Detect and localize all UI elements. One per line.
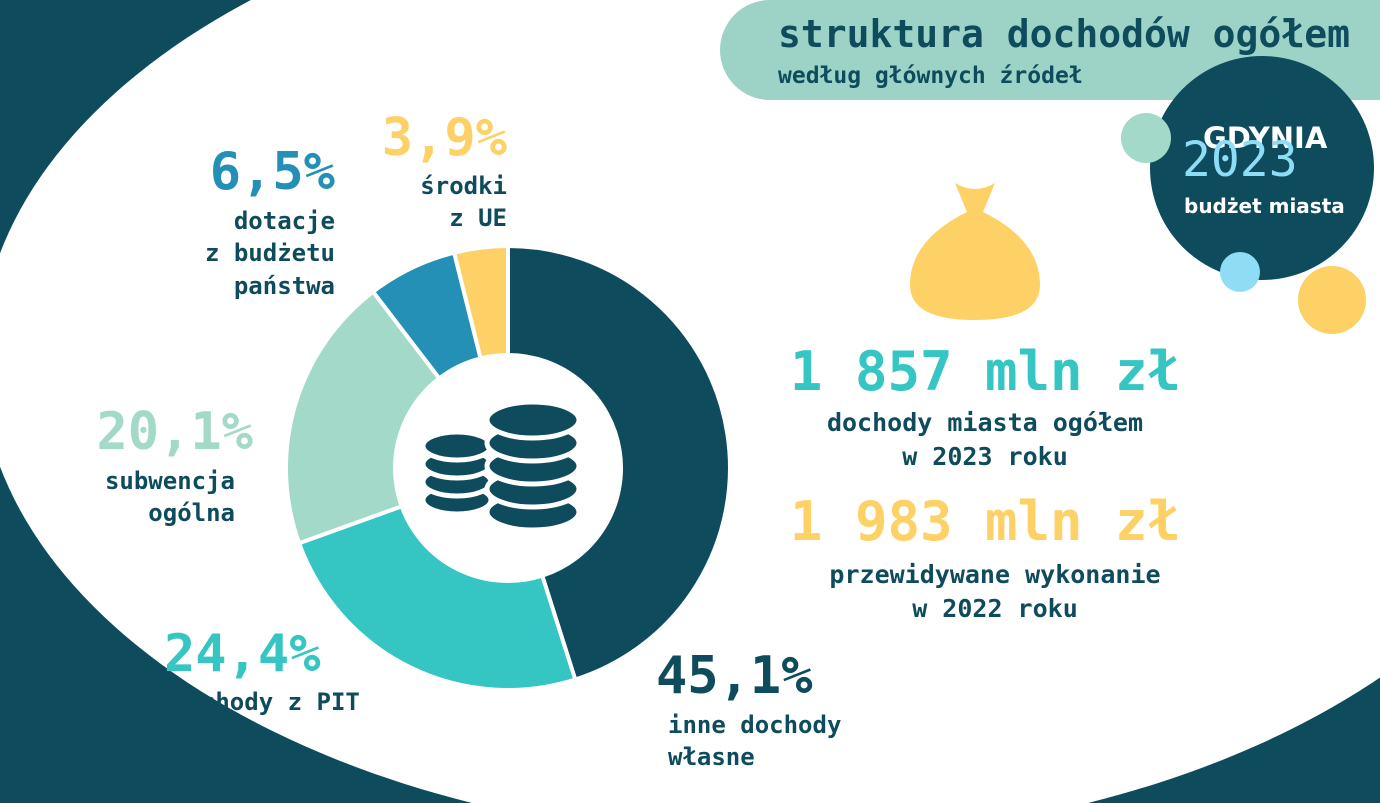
badge-year: 2023 xyxy=(1182,132,1298,188)
value-label: 3,9% xyxy=(381,108,507,168)
value-label: 24,4% xyxy=(164,624,321,684)
coins-icon xyxy=(420,399,582,533)
category-label: inne dochody własne xyxy=(668,711,842,772)
title: struktura dochodów ogółem xyxy=(778,12,1350,56)
stat-value: 1 857 mln zł xyxy=(789,340,1181,403)
badge-city: GDYNIA xyxy=(1203,121,1328,155)
category-label: dochody z PIT xyxy=(172,688,360,716)
decor-circle xyxy=(1220,252,1260,292)
donut-slice xyxy=(296,503,578,692)
category-label: subwencja ogólna xyxy=(104,467,235,528)
decor-circle xyxy=(1121,113,1171,163)
money-bag-icon xyxy=(910,183,1040,320)
stat-value: 1 983 mln zł xyxy=(789,490,1181,553)
badge-caption: budżet miasta xyxy=(1184,194,1345,218)
category-label: dotacje z budżetu państwa xyxy=(204,207,335,300)
stat-label: przewidywane wykonanie w 2022 roku xyxy=(829,560,1161,623)
subtitle: według głównych źródeł xyxy=(778,63,1083,89)
decor-circle xyxy=(1298,266,1366,334)
badge-circle xyxy=(1150,56,1374,280)
value-label: 20,1% xyxy=(96,402,253,462)
stat-label: dochody miasta ogółem w 2023 roku xyxy=(826,408,1144,471)
value-label: 6,5% xyxy=(209,142,335,202)
value-label: 45,1% xyxy=(656,646,813,706)
category-label: środki z UE xyxy=(420,172,507,233)
